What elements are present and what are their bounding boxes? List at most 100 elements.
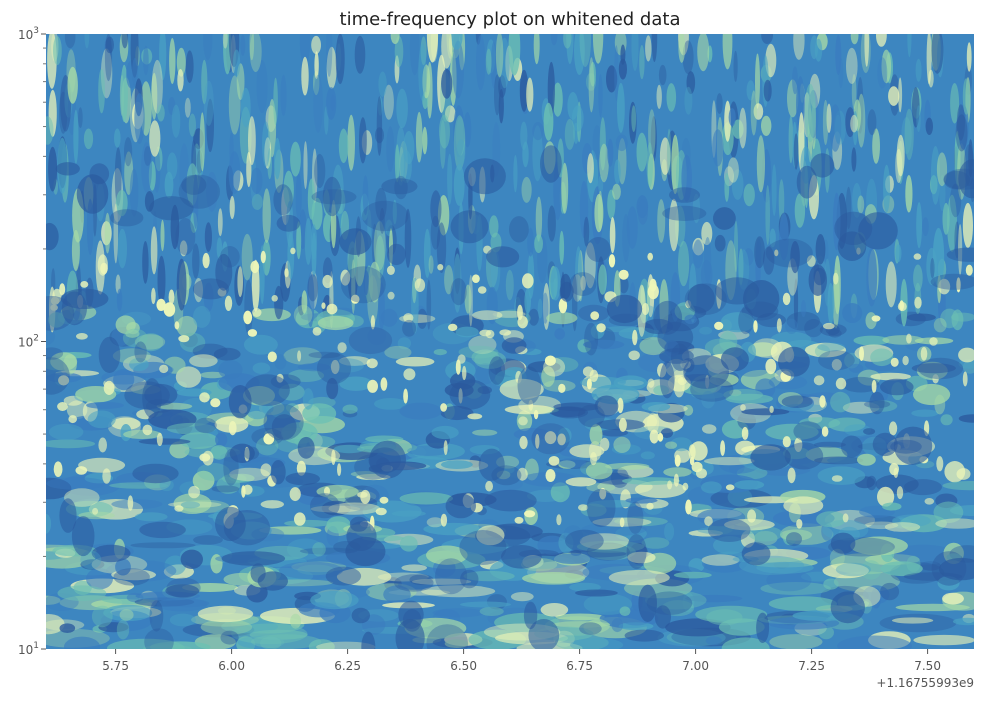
heatmap-cell: [632, 330, 637, 346]
heatmap-cell: [241, 485, 245, 497]
heatmap-cell: [308, 274, 319, 301]
heatmap-cell: [613, 437, 630, 453]
heatmap-cell: [565, 119, 575, 150]
heatmap-cell: [143, 425, 153, 436]
heatmap-cell: [311, 224, 317, 260]
heatmap-cell: [660, 361, 675, 398]
x-tick-label: 7.25: [798, 659, 825, 673]
heatmap-cell: [118, 229, 127, 269]
heatmap-cell: [595, 396, 619, 417]
heatmap-cell: [922, 217, 929, 236]
heatmap-cell: [210, 398, 220, 407]
heatmap-cell: [243, 311, 252, 325]
heatmap-cell: [911, 410, 938, 417]
heatmap-cell: [886, 261, 897, 307]
heatmap-cell: [524, 602, 537, 630]
heatmap-cell: [678, 31, 685, 63]
heatmap-cell: [699, 327, 712, 335]
heatmap-cell: [614, 159, 621, 184]
heatmap-cell: [203, 17, 212, 61]
heatmap-cell: [783, 496, 823, 514]
heatmap-cell: [549, 456, 560, 466]
heatmap-cell: [225, 296, 232, 311]
heatmap-cell: [872, 380, 877, 393]
heatmap-cell: [199, 392, 210, 402]
heatmap-cell: [882, 335, 923, 345]
heatmap-cell: [610, 217, 616, 253]
heatmap-cell: [298, 437, 315, 459]
heatmap-cell: [642, 303, 649, 315]
heatmap-cell: [902, 356, 908, 365]
heatmap-cell: [376, 508, 387, 515]
heatmap-cell: [816, 234, 826, 265]
heatmap-cell: [41, 514, 51, 534]
heatmap-cell: [598, 74, 602, 117]
heatmap-cell: [105, 213, 111, 254]
heatmap-cell: [769, 596, 837, 611]
heatmap-cell: [58, 585, 107, 601]
heatmap-cell: [540, 145, 562, 183]
heatmap-cell: [117, 289, 122, 312]
heatmap-cell: [966, 265, 973, 276]
heatmap-cell: [246, 152, 251, 187]
heatmap-cell: [638, 199, 648, 225]
heatmap-cell: [741, 408, 789, 415]
heatmap-cell: [204, 81, 214, 126]
heatmap-cell: [809, 264, 827, 296]
heatmap-cell: [859, 346, 864, 361]
heatmap-cell: [440, 120, 446, 169]
heatmap-cell: [620, 518, 625, 528]
heatmap-cell: [805, 84, 816, 142]
heatmap-cell: [459, 530, 506, 565]
heatmap-cell: [159, 365, 168, 373]
heatmap-cell: [402, 320, 416, 337]
heatmap-cell: [522, 572, 585, 585]
heatmap-cell: [720, 440, 725, 456]
heatmap-cell: [403, 368, 415, 380]
heatmap-cell: [46, 477, 106, 490]
heatmap-cell: [664, 523, 674, 541]
heatmap-cell: [619, 418, 627, 432]
heatmap-cell: [172, 105, 181, 138]
heatmap-cell: [627, 502, 643, 534]
heatmap-cell: [450, 380, 491, 410]
heatmap-cell: [486, 246, 519, 267]
heatmap-cell: [772, 164, 777, 216]
heatmap-cell: [716, 93, 722, 114]
heatmap-cell: [837, 636, 912, 657]
heatmap-cell: [956, 114, 968, 151]
heatmap-cell: [331, 450, 335, 465]
heatmap-cell: [728, 157, 739, 182]
heatmap-cell: [534, 410, 538, 419]
heatmap-cell: [907, 16, 911, 58]
heatmap-cell: [706, 609, 742, 625]
heatmap-cell: [141, 142, 152, 193]
heatmap-cell: [80, 281, 88, 288]
heatmap-cell: [185, 98, 191, 118]
heatmap-cell: [237, 266, 243, 297]
heatmap-cell: [558, 384, 565, 393]
heatmap-cell: [33, 357, 70, 395]
heatmap-cell: [843, 513, 849, 522]
heatmap-cell: [870, 373, 911, 381]
heatmap-cell: [518, 416, 528, 425]
heatmap-cell: [78, 107, 83, 128]
heatmap-cell: [740, 404, 746, 411]
heatmap-cell: [260, 637, 281, 650]
heatmap-cell: [769, 406, 773, 413]
heatmap-cell: [446, 494, 476, 519]
heatmap-cell: [170, 614, 196, 627]
heatmap-cell: [675, 455, 681, 467]
heatmap-cell: [451, 210, 489, 243]
heatmap-cell: [290, 248, 295, 255]
heatmap-cell: [534, 235, 543, 254]
heatmap-cell: [458, 354, 466, 363]
heatmap-cell: [303, 141, 307, 189]
heatmap-cell: [832, 475, 843, 482]
heatmap-cell: [134, 341, 146, 362]
heatmap-cell: [135, 512, 168, 521]
heatmap-cell: [241, 88, 251, 128]
heatmap-cell: [441, 514, 447, 527]
heatmap-cell: [261, 251, 266, 263]
